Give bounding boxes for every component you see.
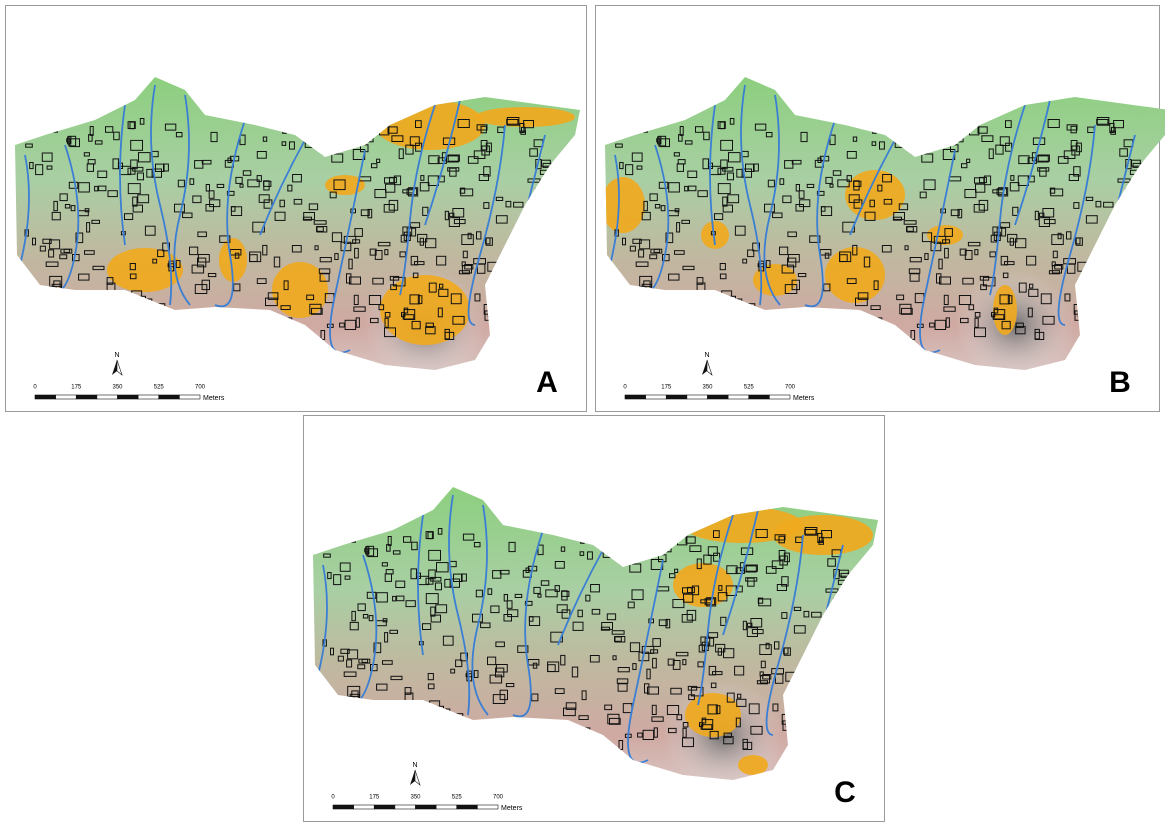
scale-segment [333,805,354,809]
map-panel: N0175350525700MetersA [6,6,587,412]
scale-segment [687,395,708,399]
scale-segment [179,395,200,399]
north-label: N [114,352,119,359]
scale-segment [56,395,77,399]
zone [601,177,645,233]
scale-segment [477,805,498,809]
scale-label: 350 [702,385,713,391]
scale-segment [76,395,97,399]
scale-unit: Meters [793,395,815,402]
scale-segment [646,395,667,399]
zone [773,515,873,555]
map-panel: N0175350525700MetersC [304,416,885,822]
scale-label: 175 [369,795,380,801]
scale-label: 175 [71,385,82,391]
scale-segment [354,805,375,809]
scale-segment [749,395,770,399]
panel-label: C [834,776,856,809]
scale-unit: Meters [501,805,523,812]
scale-segment [138,395,159,399]
scale-segment [118,395,139,399]
scale-segment [35,395,56,399]
scale-segment [395,805,416,809]
scale-segment [374,805,395,809]
north-label: N [412,762,417,769]
scale-label: 525 [154,385,165,391]
scale-segment [666,395,687,399]
scale-label: 175 [661,385,672,391]
zone [475,107,575,127]
scale-segment [708,395,729,399]
figure: N0175350525700MetersAN0175350525700Meter… [0,0,1165,825]
scale-unit: Meters [203,395,225,402]
north-label: N [704,352,709,359]
scale-segment [728,395,749,399]
scale-segment [436,805,457,809]
scale-segment [97,395,118,399]
scale-segment [416,805,437,809]
scale-label: 350 [410,795,421,801]
scale-label: 700 [195,385,206,391]
panel-label: B [1109,366,1131,399]
scale-label: 525 [452,795,463,801]
scale-segment [457,805,478,809]
scale-segment [625,395,646,399]
scale-segment [769,395,790,399]
scale-segment [159,395,180,399]
map-panel: N0175350525700MetersB [596,6,1165,412]
panel-label: A [536,366,558,399]
scale-label: 525 [744,385,755,391]
scale-label: 350 [112,385,123,391]
zone [738,755,768,775]
scale-label: 700 [785,385,796,391]
zone [753,264,797,296]
scale-label: 700 [493,795,504,801]
